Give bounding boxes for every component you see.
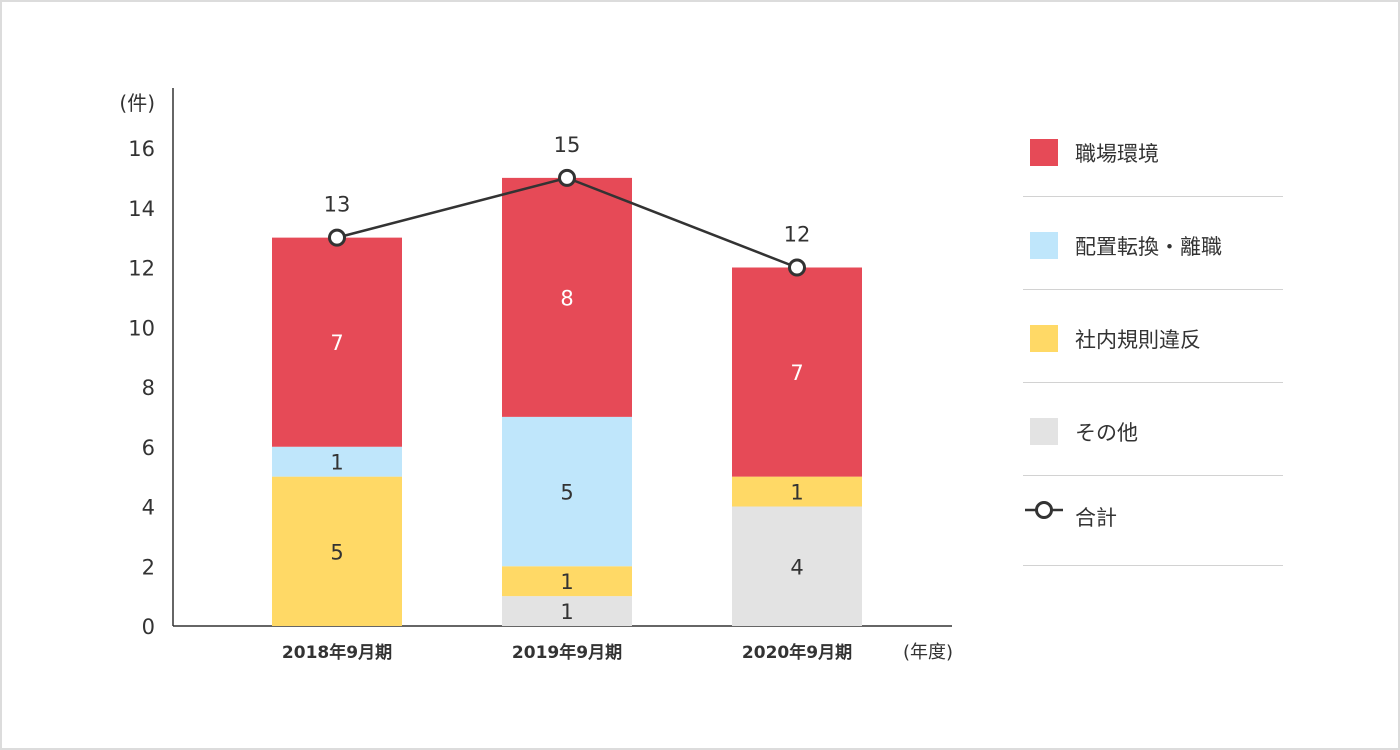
bar-segment (272, 446, 402, 477)
data-label: 1 (330, 451, 343, 475)
bar-segment (272, 237, 402, 447)
legend-item: その他 (1023, 383, 1283, 476)
x-tick-label: 2018年9月期 (282, 642, 392, 663)
legend-item: 職場環境 (1023, 104, 1283, 197)
legend-label: その他 (1075, 421, 1138, 445)
bar-segment (502, 596, 632, 626)
chart-total-line (328, 168, 806, 277)
legend-swatch (1030, 232, 1058, 259)
y-tick-label: 8 (142, 376, 155, 400)
legend-item: 社内規則違反 (1023, 290, 1283, 383)
y-tick-label: 10 (128, 316, 155, 340)
total-point (328, 228, 346, 247)
bar-segment (732, 267, 862, 477)
y-tick-label: 14 (128, 197, 155, 221)
y-tick-label: 2 (142, 555, 155, 579)
chart-bars (272, 177, 862, 626)
legend-swatch (1030, 325, 1058, 352)
data-label: 1 (560, 570, 573, 594)
data-label: 5 (560, 481, 573, 505)
data-label: 1 (560, 600, 573, 624)
legend-item: 配置転換・離職 (1023, 197, 1283, 290)
bar-segment (502, 177, 632, 417)
y-tick-label: 6 (142, 436, 155, 460)
total-label: 15 (554, 133, 581, 157)
bar-segment (732, 476, 862, 507)
bar-segment (502, 416, 632, 567)
y-tick-label: 4 (142, 496, 155, 520)
y-tick-label: 0 (142, 615, 155, 639)
data-label: 8 (560, 286, 573, 310)
total-point (558, 168, 576, 187)
data-label: 7 (790, 361, 803, 385)
legend-label: 合計 (1075, 506, 1117, 530)
legend-item: 合計 (1023, 476, 1283, 566)
x-axis-unit: (年度) (903, 642, 953, 663)
total-point (788, 258, 806, 277)
y-tick-label: 12 (128, 257, 155, 281)
x-tick-label: 2020年9月期 (742, 642, 852, 663)
legend-swatch (1030, 139, 1058, 166)
y-tick-label: 16 (128, 137, 155, 161)
legend-label: 社内規則違反 (1075, 328, 1201, 352)
y-axis-unit: (件) (119, 91, 155, 115)
bar-segment (732, 506, 862, 626)
data-label: 5 (330, 540, 343, 564)
total-label: 13 (324, 193, 351, 217)
legend-label: 配置転換・離職 (1075, 235, 1222, 259)
chart-legend: 職場環境配置転換・離職 社内規則違反 その他合計 (1023, 104, 1283, 566)
legend-swatch (1030, 418, 1058, 445)
total-label: 12 (784, 223, 811, 247)
data-label: 1 (790, 481, 803, 505)
legend-label: 職場環境 (1075, 142, 1159, 166)
x-tick-label: 2019年9月期 (512, 642, 622, 663)
bar-segment (272, 476, 402, 626)
data-label: 7 (330, 331, 343, 355)
data-label: 4 (790, 555, 803, 579)
bar-segment (502, 566, 632, 597)
legend-line-marker (1025, 501, 1063, 519)
